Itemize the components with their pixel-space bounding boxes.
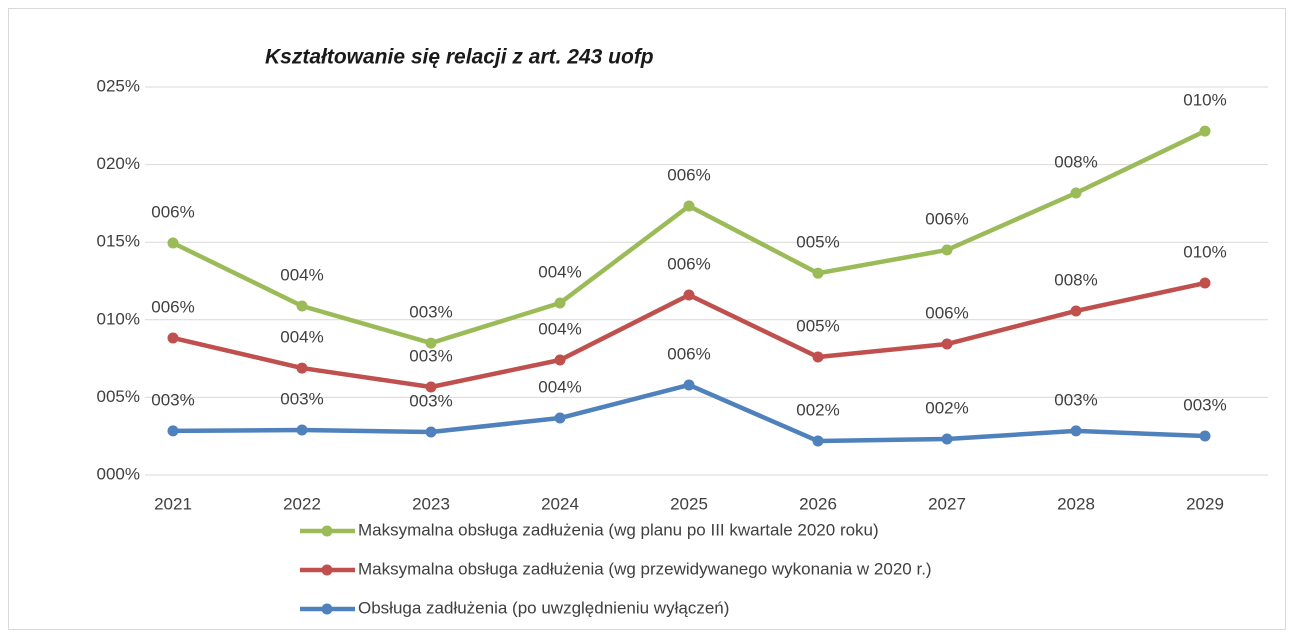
data-label: 008%	[1054, 152, 1097, 171]
y-tick-label: 005%	[97, 387, 140, 406]
y-tick-label: 010%	[97, 309, 140, 328]
data-point	[425, 426, 437, 438]
x-tick-label: 2022	[283, 494, 321, 513]
data-point	[167, 237, 179, 249]
y-tick-label: 000%	[97, 464, 140, 483]
data-label: 006%	[925, 209, 968, 228]
data-point	[425, 381, 437, 393]
data-label: 005%	[796, 233, 839, 252]
chart-title: Kształtowanie się relacji z art. 243 uof…	[265, 46, 654, 69]
data-point	[167, 332, 179, 344]
data-label: 003%	[409, 346, 452, 365]
data-label: 006%	[667, 344, 710, 363]
data-label: 003%	[409, 391, 452, 410]
data-point	[167, 425, 179, 437]
data-point	[296, 362, 308, 374]
x-tick-label: 2029	[1186, 494, 1224, 513]
data-point	[554, 297, 566, 309]
legend-label: Maksymalna obsługa zadłużenia (wg planu …	[358, 520, 879, 539]
data-label: 005%	[796, 317, 839, 336]
data-label: 002%	[925, 398, 968, 417]
legend-marker	[321, 564, 333, 576]
y-tick-label: 025%	[97, 76, 140, 95]
data-label: 006%	[667, 254, 710, 273]
data-label: 003%	[151, 390, 194, 409]
data-point	[1199, 125, 1211, 137]
x-tick-label: 2028	[1057, 494, 1095, 513]
legend-marker	[321, 525, 333, 537]
data-label: 006%	[151, 202, 194, 221]
data-label: 004%	[280, 265, 323, 284]
data-point	[1070, 305, 1082, 317]
data-label: 004%	[538, 319, 581, 338]
data-label: 010%	[1183, 243, 1226, 262]
data-point	[941, 338, 953, 350]
data-label: 008%	[1054, 270, 1097, 289]
data-point	[812, 267, 824, 279]
data-label: 003%	[280, 389, 323, 408]
data-point	[554, 354, 566, 366]
x-tick-label: 2024	[541, 494, 579, 513]
data-label: 004%	[538, 263, 581, 282]
data-label: 006%	[925, 303, 968, 322]
data-label: 006%	[667, 166, 710, 185]
data-point	[1070, 187, 1082, 199]
x-tick-label: 2023	[412, 494, 450, 513]
data-point	[1070, 425, 1082, 437]
data-label: 003%	[409, 303, 452, 322]
data-label: 003%	[1054, 390, 1097, 409]
data-point	[812, 435, 824, 447]
legend-label: Obsługa zadłużenia (po uwzględnieniu wył…	[358, 598, 729, 617]
data-label: 010%	[1183, 91, 1226, 110]
data-label: 002%	[796, 400, 839, 419]
x-tick-label: 2027	[928, 494, 966, 513]
data-label: 004%	[280, 328, 323, 347]
data-point	[554, 412, 566, 424]
data-point	[296, 300, 308, 312]
data-point	[1199, 277, 1211, 289]
data-point	[941, 244, 953, 256]
data-point	[812, 351, 824, 363]
data-label: 004%	[538, 378, 581, 397]
y-tick-label: 020%	[97, 154, 140, 173]
legend-marker	[321, 603, 333, 615]
x-tick-label: 2025	[670, 494, 708, 513]
y-tick-label: 015%	[97, 232, 140, 251]
x-tick-label: 2026	[799, 494, 837, 513]
data-label: 003%	[1183, 396, 1226, 415]
legend-label: Maksymalna obsługa zadłużenia (wg przewi…	[358, 559, 932, 578]
data-point	[425, 337, 437, 349]
data-label: 006%	[151, 297, 194, 316]
data-point	[1199, 430, 1211, 442]
data-point	[683, 289, 695, 301]
data-point	[296, 424, 308, 436]
data-point	[683, 379, 695, 391]
chart-border	[8, 8, 1286, 630]
data-point	[683, 200, 695, 212]
x-tick-label: 2021	[154, 494, 192, 513]
data-point	[941, 433, 953, 445]
